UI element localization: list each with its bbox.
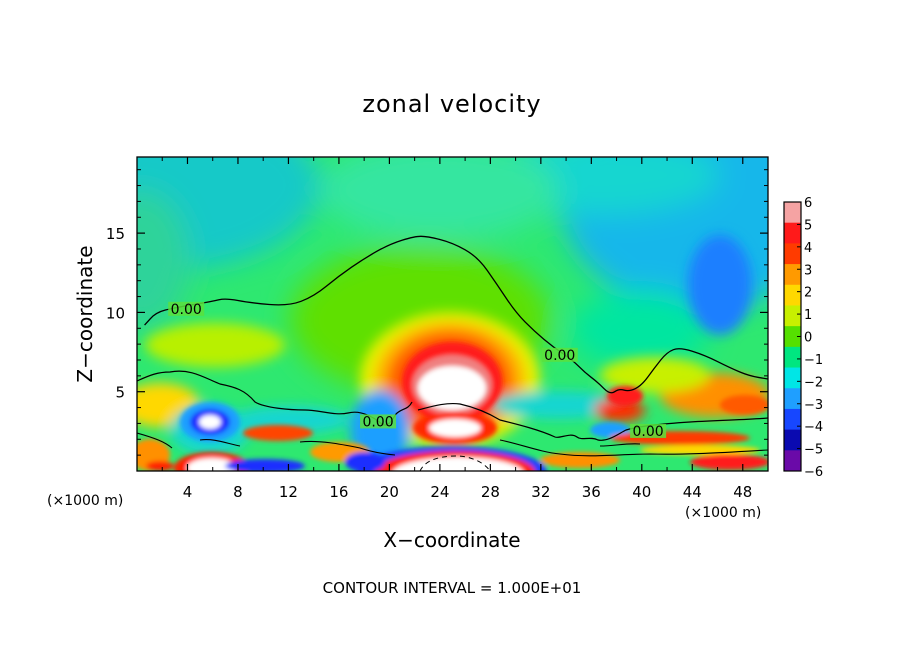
colorbar-label: 3 xyxy=(804,263,812,278)
x-tick-label: 20 xyxy=(380,483,399,501)
colorbar-swatch xyxy=(784,367,801,389)
colorbar-swatch xyxy=(784,326,801,348)
x-tick-label: 48 xyxy=(733,483,752,501)
contour-label: 0.00 xyxy=(362,414,393,430)
velocity-field xyxy=(137,157,768,471)
x-tick-label: 40 xyxy=(632,483,651,501)
contour-labels: 0.00 0.00 0.00 0.00 xyxy=(168,301,667,440)
colorbar-label: −6 xyxy=(804,465,823,480)
colorbar-label: −5 xyxy=(804,443,823,458)
contour-label-bg xyxy=(630,423,667,438)
x-tick-label: 12 xyxy=(279,483,298,501)
colorbar: 6 5 4 3 2 1 0 −1 −2 −3 −4 −5 −6 xyxy=(783,196,823,480)
negative-contour-dashed xyxy=(419,455,491,471)
colorbar-swatch xyxy=(784,243,801,265)
colorbar-label: −3 xyxy=(804,398,823,413)
colorbar-label: −4 xyxy=(804,420,823,435)
colorbar-label: −2 xyxy=(804,375,823,390)
x-tick-label: 36 xyxy=(582,483,601,501)
contour-interval-note: CONTOUR INTERVAL = 1.000E+01 xyxy=(323,579,582,597)
chart-title: zonal velocity xyxy=(362,90,541,118)
x-tick-label: 28 xyxy=(481,483,500,501)
plot-frame xyxy=(136,156,769,472)
colorbar-label: −1 xyxy=(804,353,823,368)
x-tick-label: 4 xyxy=(183,483,193,501)
contour-label-bg xyxy=(168,301,205,316)
contour-label: 0.00 xyxy=(544,348,575,364)
colorbar-label: 1 xyxy=(804,308,812,323)
x-tick-label: 8 xyxy=(233,483,243,501)
colorbar-swatch xyxy=(784,284,801,306)
contour-label-bg xyxy=(541,347,578,362)
colorbar-swatch xyxy=(784,429,801,451)
y-tick-label: 10 xyxy=(106,304,125,322)
x-unit-right: (×1000 m) xyxy=(685,505,761,521)
x-tick-label: 32 xyxy=(531,483,550,501)
x-tick-label: 16 xyxy=(329,483,348,501)
contour-label-bg xyxy=(360,414,397,429)
y-tick-label: 5 xyxy=(115,384,125,402)
colorbar-label: 6 xyxy=(804,196,812,211)
zero-contour-lower xyxy=(137,432,768,457)
colorbar-swatch xyxy=(784,222,801,244)
x-axis-ticks: 4 8 12 16 20 24 28 32 36 40 44 48 xyxy=(161,157,752,501)
colorbar-swatch xyxy=(784,305,801,327)
y-axis-ticks: 5 10 15 xyxy=(106,169,768,456)
x-unit-left: (×1000 m) xyxy=(47,493,123,509)
x-tick-label: 24 xyxy=(430,483,449,501)
colorbar-swatch xyxy=(784,388,801,410)
contour-label: 0.00 xyxy=(171,302,202,318)
contour-label: 0.00 xyxy=(633,424,664,440)
y-tick-label: 15 xyxy=(106,225,125,243)
colorbar-label: 2 xyxy=(804,286,812,301)
colorbar-swatch xyxy=(784,450,801,472)
colorbar-swatch xyxy=(784,346,801,369)
colorbar-label: 0 xyxy=(804,331,812,346)
x-tick-label: 44 xyxy=(683,483,702,501)
colorbar-swatch xyxy=(784,264,801,286)
x-axis-label: X−coordinate xyxy=(383,528,520,552)
colorbar-label: 4 xyxy=(804,241,812,256)
y-axis-label: Z−coordinate xyxy=(73,245,97,382)
colorbar-label: 5 xyxy=(804,218,812,233)
colorbar-swatch xyxy=(784,408,801,431)
colorbar-swatch xyxy=(784,202,801,224)
zero-contour-line xyxy=(144,235,768,394)
